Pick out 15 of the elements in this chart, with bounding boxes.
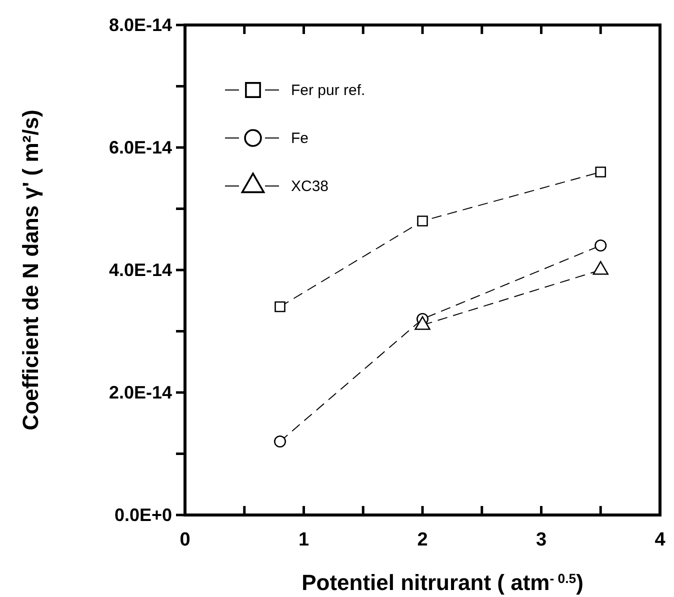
y-axis-title: Coefficient de N dans γ' ( m²/s) [18, 110, 43, 430]
y-tick-label: 8.0E-14 [108, 14, 172, 35]
legend-label: Fer pur ref. [291, 82, 366, 99]
x-tick-label: 2 [417, 529, 428, 550]
legend-label: Fe [291, 130, 309, 147]
x-tick-label: 3 [536, 529, 547, 550]
y-tick-label: 6.0E-14 [108, 137, 172, 158]
y-tick-label: 2.0E-14 [108, 382, 172, 402]
y-tick-label: 0.0E+0 [114, 504, 172, 525]
legend-label: XC38 [291, 178, 329, 195]
x-tick-label: 1 [298, 529, 310, 550]
x-tick-label: 4 [654, 529, 666, 550]
x-axis-title: Potentiel nitrurant ( atm$^{- 0.5}$) [302, 570, 584, 595]
y-tick-label: 4.0E-14 [108, 260, 172, 280]
x-tick-label: 0 [180, 529, 190, 550]
